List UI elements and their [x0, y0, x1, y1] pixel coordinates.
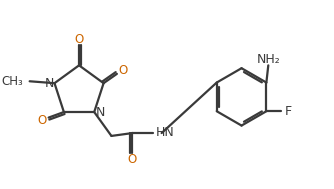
- Text: NH₂: NH₂: [257, 53, 280, 66]
- Text: O: O: [119, 64, 128, 77]
- Text: HN: HN: [156, 126, 175, 139]
- Text: CH₃: CH₃: [2, 75, 23, 88]
- Text: N: N: [96, 105, 105, 119]
- Text: O: O: [74, 33, 84, 46]
- Text: F: F: [285, 105, 292, 118]
- Text: O: O: [128, 153, 137, 166]
- Text: O: O: [38, 114, 47, 127]
- Text: N: N: [45, 77, 54, 90]
